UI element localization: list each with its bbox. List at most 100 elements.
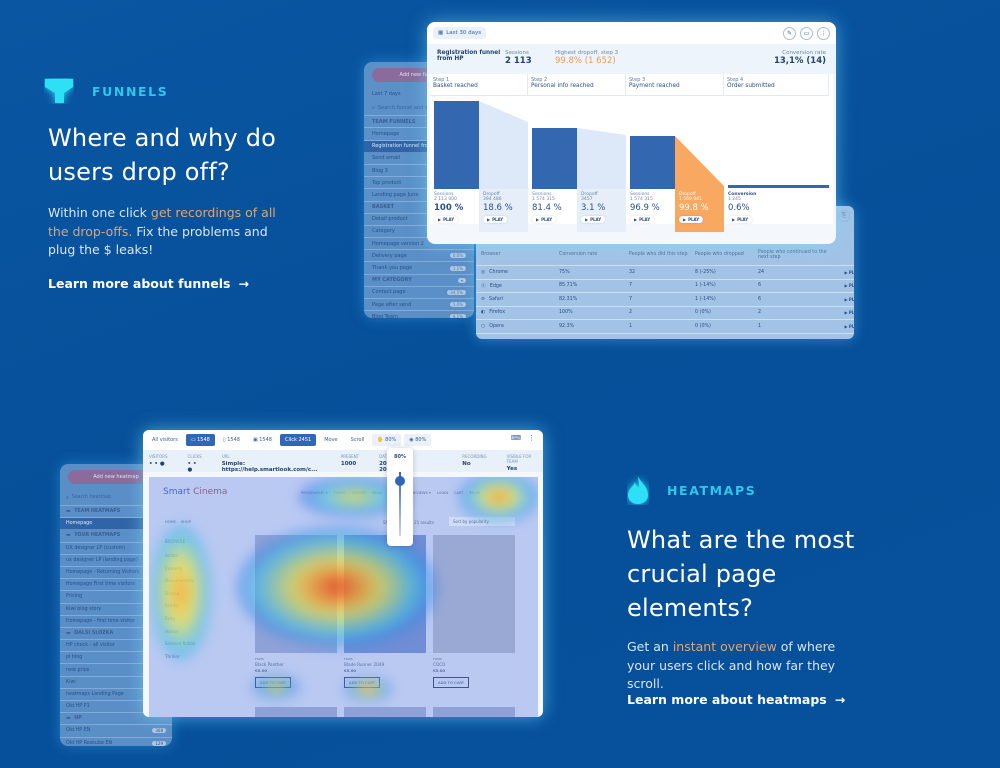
play-button[interactable]: ▶ PLAY	[830, 283, 854, 288]
play-button[interactable]: ▶ PLAY	[630, 216, 655, 223]
play-button[interactable]: ▶ PLAY	[581, 216, 606, 223]
sidebar-item-badge: 1.1%	[449, 265, 466, 271]
play-icon: ▶	[487, 217, 491, 222]
sidebar-section[interactable]: TEAM FUNNELS	[364, 116, 474, 129]
play-icon: ▶	[844, 269, 849, 275]
date-filter[interactable]: Last 7 days	[364, 88, 474, 100]
toolbar-button[interactable]: ▯ 1548	[222, 437, 240, 443]
toolbar-button[interactable]: Click 2451	[279, 434, 317, 446]
more-icon[interactable]: ⋮	[528, 434, 535, 442]
play-button[interactable]: ▶ PLAY	[830, 270, 854, 275]
toolbar-button[interactable]: All visitors	[152, 437, 178, 443]
site-nav-link[interactable]: REVIEWS ▾	[411, 491, 431, 495]
play-button[interactable]: ▶ PLAY	[830, 324, 854, 329]
sidebar-item[interactable]: Homepage - Returning Visitors	[60, 567, 172, 580]
breadcrumb-link[interactable]: HOME	[165, 520, 176, 524]
play-button[interactable]: ▶ PLAY	[483, 216, 508, 223]
sidebar-item[interactable]: HP check - all visitor	[60, 640, 172, 653]
heatmap-search-input[interactable]: ⌕ Search heatmap	[60, 490, 172, 506]
slider-handle[interactable]	[395, 476, 405, 486]
sidebar-item[interactable]: Send email	[364, 153, 474, 165]
dropoff-summary: Highest dropoff, step 3 99.8% (1 652)	[555, 50, 655, 68]
add-heatmap-button[interactable]: Add new heatmap	[68, 470, 164, 484]
sidebar-section[interactable]: ▬ TEAM HEATMAPS	[60, 506, 172, 519]
share-icon[interactable]: ▭	[800, 26, 813, 40]
toolbar-button[interactable]: 🖐 80%	[372, 434, 402, 446]
sidebar-item[interactable]: UX designer LP (custom)	[60, 543, 172, 555]
sidebar-item[interactable]: Homepage version 2	[364, 238, 474, 251]
sidebar-item[interactable]: new price	[60, 664, 172, 677]
sidebar-item-label: Send email	[372, 155, 400, 162]
sidebar-item[interactable]: Page after send 5.0%	[364, 299, 474, 312]
date-range-chip[interactable]: ▦ Last 30 days	[433, 27, 487, 39]
meta-label: URL	[221, 454, 230, 459]
sidebar-item[interactable]: Kiwi blog story	[60, 604, 172, 616]
more-icon[interactable]: ⋮	[817, 26, 830, 40]
funnel-summary: Registration funnel from HP Sessions 2 1…	[427, 44, 836, 74]
play-button[interactable]: ▶ PLAY	[679, 216, 704, 223]
sidebar-item[interactable]: Delivery page 0.0%	[364, 250, 474, 263]
sidebar-item[interactable]: Old HP Reskube EN 129	[60, 738, 172, 746]
play-button[interactable]: ▶ PLAY	[728, 216, 753, 223]
sidebar-item[interactable]: Old HP P1	[60, 701, 172, 714]
sidebar-item[interactable]: Homepage	[364, 128, 474, 141]
sidebar-item[interactable]: Pricing	[60, 591, 172, 604]
sidebar-item[interactable]: Blog Team 8.1%	[364, 311, 474, 318]
export-icon[interactable]: ⎘	[838, 210, 850, 222]
play-button[interactable]: ▶ PLAY	[830, 297, 854, 302]
keyboard-icon[interactable]: ⌨	[510, 434, 521, 442]
toolbar-button[interactable]: ▭ 1548	[185, 434, 215, 446]
product-name[interactable]: Blade Runner 2049	[344, 662, 385, 667]
arrow-right-icon: →	[238, 276, 249, 291]
sidebar-item[interactable]: Homepage - first time visitor	[60, 616, 172, 628]
sidebar-section[interactable]: BASKET	[364, 202, 474, 214]
sidebar-item[interactable]: ux designer LP (landing page)	[60, 555, 172, 567]
sidebar-item[interactable]: heatmaps Landing Page	[60, 689, 172, 701]
site-nav-link[interactable]: LOGIN	[436, 491, 449, 495]
cell-continued: 6	[758, 296, 762, 302]
sidebar-item-label: Homepage version 2	[372, 240, 424, 247]
sidebar-item[interactable]: Detail product	[364, 214, 474, 226]
sidebar-section[interactable]: ▬ DALSI SLOZKA	[60, 628, 172, 641]
sidebar-section[interactable]: ▬ HP	[60, 713, 172, 726]
scroll-depth-slider[interactable]: 80%	[387, 448, 413, 546]
sidebar-item[interactable]: Category	[364, 226, 474, 239]
product-type: FILMS	[344, 657, 353, 661]
sidebar-item[interactable]: Homepage First time visitors	[60, 579, 172, 592]
sidebar-item[interactable]: Top product	[364, 177, 474, 190]
heatmaps-desc-highlight[interactable]: instant overview	[672, 639, 777, 654]
site-sort-select[interactable]: Sort by popularity	[449, 517, 515, 526]
slider-track[interactable]	[399, 472, 401, 536]
product-name[interactable]: COCO	[433, 662, 446, 667]
play-icon: ▶	[844, 323, 849, 329]
product-name[interactable]: Black Panther	[255, 662, 284, 667]
learn-more-funnels-link[interactable]: Learn more about funnels →	[48, 276, 249, 291]
sidebar-item[interactable]: Kiwi	[60, 677, 172, 689]
toolbar-button[interactable]: ◉ 80%	[404, 434, 432, 446]
browser-cell: ⊘ Safari	[481, 297, 559, 302]
sidebar-item-label: Old HP P1	[66, 704, 90, 710]
sidebar-section[interactable]: MY CATEGORY ▾	[364, 275, 474, 287]
sidebar-item[interactable]: Old HP EN 308	[60, 725, 172, 738]
sidebar-item[interactable]: pl blog	[60, 652, 172, 665]
toolbar-button[interactable]: Scroll	[350, 437, 365, 443]
funnels-desc-highlight[interactable]: get recordings of all the drop-offs.	[48, 205, 276, 239]
learn-more-heatmaps-link[interactable]: Learn more about heatmaps →	[627, 692, 845, 707]
site-nav-link[interactable]: CART	[454, 491, 463, 495]
edit-icon[interactable]: ✎	[783, 26, 796, 40]
sidebar-item[interactable]: Thank you page 1.1%	[364, 262, 474, 275]
play-button[interactable]: ▶ PLAY	[532, 216, 557, 223]
sidebar-item[interactable]: Landing page June	[364, 189, 474, 202]
sidebar-section[interactable]: ▬ YOUR HEATMAPS	[60, 530, 172, 543]
poster-coco[interactable]	[433, 535, 515, 653]
add-to-cart-button[interactable]: ADD TO CART	[433, 677, 470, 688]
play-label: PLAY	[848, 283, 854, 289]
toolbar-button[interactable]: ▣ 1548	[252, 437, 272, 443]
play-button[interactable]: ▶ PLAY	[830, 310, 854, 315]
sidebar-item[interactable]: Blog 3	[364, 165, 474, 178]
play-button[interactable]: ▶ PLAY	[434, 216, 459, 223]
sidebar-item[interactable]: Contact page 34.5%	[364, 287, 474, 299]
funnel-search-input[interactable]: ⌕ Search funnel and c	[364, 100, 474, 117]
toolbar-button[interactable]: Move	[324, 437, 338, 443]
breadcrumb-link[interactable]: SHOP	[180, 520, 191, 524]
